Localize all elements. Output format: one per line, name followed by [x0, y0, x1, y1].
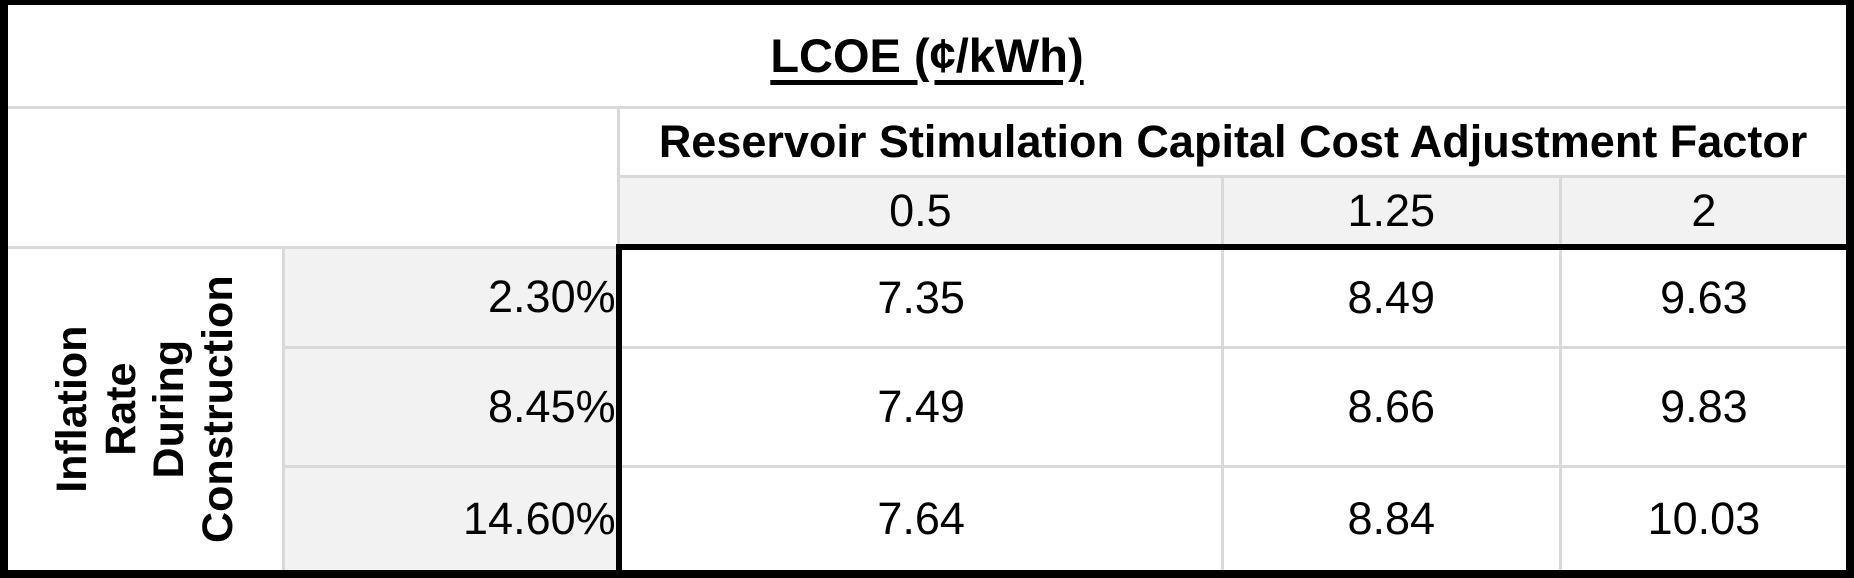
row-label-3: 14.60% — [283, 465, 619, 574]
data-cell-r2c3: 9.83 — [1558, 346, 1852, 469]
data-cell-r3c2: 8.84 — [1220, 465, 1562, 576]
title-row: LCOE (¢/kWh) — [4, 2, 1850, 110]
row-group-header: Inflation Rate During Construction — [47, 275, 242, 544]
data-cell-r1c2: 8.49 — [1220, 244, 1562, 350]
data-cell-r1c1: 7.35 — [615, 244, 1224, 350]
factor-value-cell-2: 1.25 — [1220, 176, 1561, 248]
data-cell-r1c3: 9.63 — [1558, 244, 1852, 350]
table-row: 14.60% 7.64 8.84 10.03 — [4, 465, 1852, 576]
data-cell-r2c1: 7.49 — [615, 346, 1224, 469]
table-row: 8.45% 7.49 8.66 9.83 — [4, 346, 1852, 469]
blank-corner-cell — [4, 107, 621, 249]
data-cell-r2c2: 8.66 — [1220, 346, 1562, 469]
row-label-2: 8.45% — [283, 346, 619, 467]
factor-value-cell-3: 2 — [1558, 176, 1850, 248]
row-group-header-cell: Inflation Rate During Construction — [4, 245, 285, 574]
table-row: Inflation Rate During Construction 2.30%… — [4, 244, 1852, 574]
factor-value-cell-1: 0.5 — [618, 176, 1223, 248]
data-cell-r3c1: 7.64 — [615, 465, 1224, 576]
rotated-label-wrap: Inflation Rate During Construction — [8, 250, 280, 570]
table-title-cell: LCOE (¢/kWh) — [4, 2, 1850, 110]
row-label-1: 2.30% — [283, 245, 619, 348]
factor-values-row: 0.5 1.25 2 — [4, 176, 1850, 248]
column-group-header: Reservoir Stimulation Capital Cost Adjus… — [618, 107, 1850, 178]
column-group-header-row: Reservoir Stimulation Capital Cost Adjus… — [4, 107, 1850, 249]
data-cell-r3c3: 10.03 — [1558, 465, 1852, 576]
table-title: LCOE (¢/kWh) — [770, 29, 1084, 83]
